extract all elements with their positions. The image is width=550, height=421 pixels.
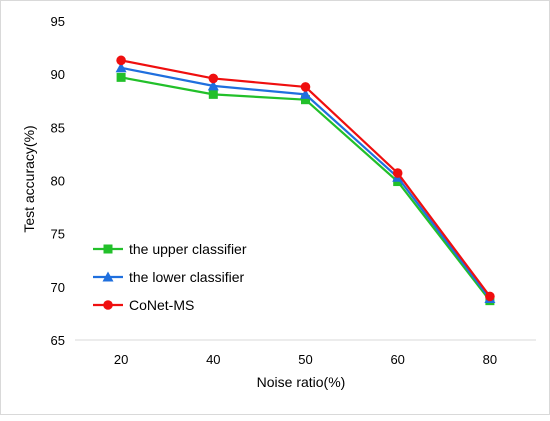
y-tick-labels: 65 70 75 80 85 90 95 [51, 14, 65, 348]
x-tick-label: 60 [390, 352, 404, 367]
legend: the upper classifier the lower classifier… [93, 241, 247, 313]
data-point [300, 88, 311, 99]
y-tick-label: 85 [51, 120, 65, 135]
data-point [116, 55, 126, 66]
y-tick-label: 95 [51, 14, 65, 29]
y-tick-label: 75 [51, 227, 65, 242]
legend-label: CoNet-MS [129, 297, 194, 313]
y-tick-label: 80 [51, 174, 65, 189]
series-3 [116, 55, 495, 302]
data-point [485, 291, 495, 302]
x-tick-label: 20 [114, 352, 128, 367]
x-tick-label: 50 [298, 352, 312, 367]
y-tick-label: 65 [51, 333, 65, 348]
legend-item: CoNet-MS [93, 297, 194, 313]
legend-item: the lower classifier [93, 269, 244, 285]
y-tick-label: 70 [51, 280, 65, 295]
x-tick-label: 40 [206, 352, 220, 367]
data-point [392, 168, 403, 178]
y-axis-title: Test accuracy(%) [21, 125, 37, 232]
data-point [116, 72, 126, 82]
data-point [300, 82, 311, 92]
data-point [207, 80, 219, 91]
x-tick-labels: 20 40 50 60 80 [114, 352, 497, 367]
legend-marker [103, 244, 113, 254]
legend-marker [102, 271, 114, 282]
series-2 [115, 62, 496, 304]
legend-label: the lower classifier [129, 269, 244, 285]
series-layer [115, 55, 496, 306]
x-axis-title: Noise ratio(%) [257, 374, 346, 390]
legend-marker [103, 300, 113, 310]
data-point [301, 95, 310, 105]
x-tick-label: 80 [483, 352, 497, 367]
data-point [115, 62, 127, 73]
legend-item: the upper classifier [93, 241, 247, 257]
y-tick-label: 90 [51, 67, 65, 82]
data-point [208, 89, 218, 99]
series-line [120, 76, 491, 302]
legend-label: the upper classifier [129, 241, 247, 257]
data-point [208, 73, 219, 84]
